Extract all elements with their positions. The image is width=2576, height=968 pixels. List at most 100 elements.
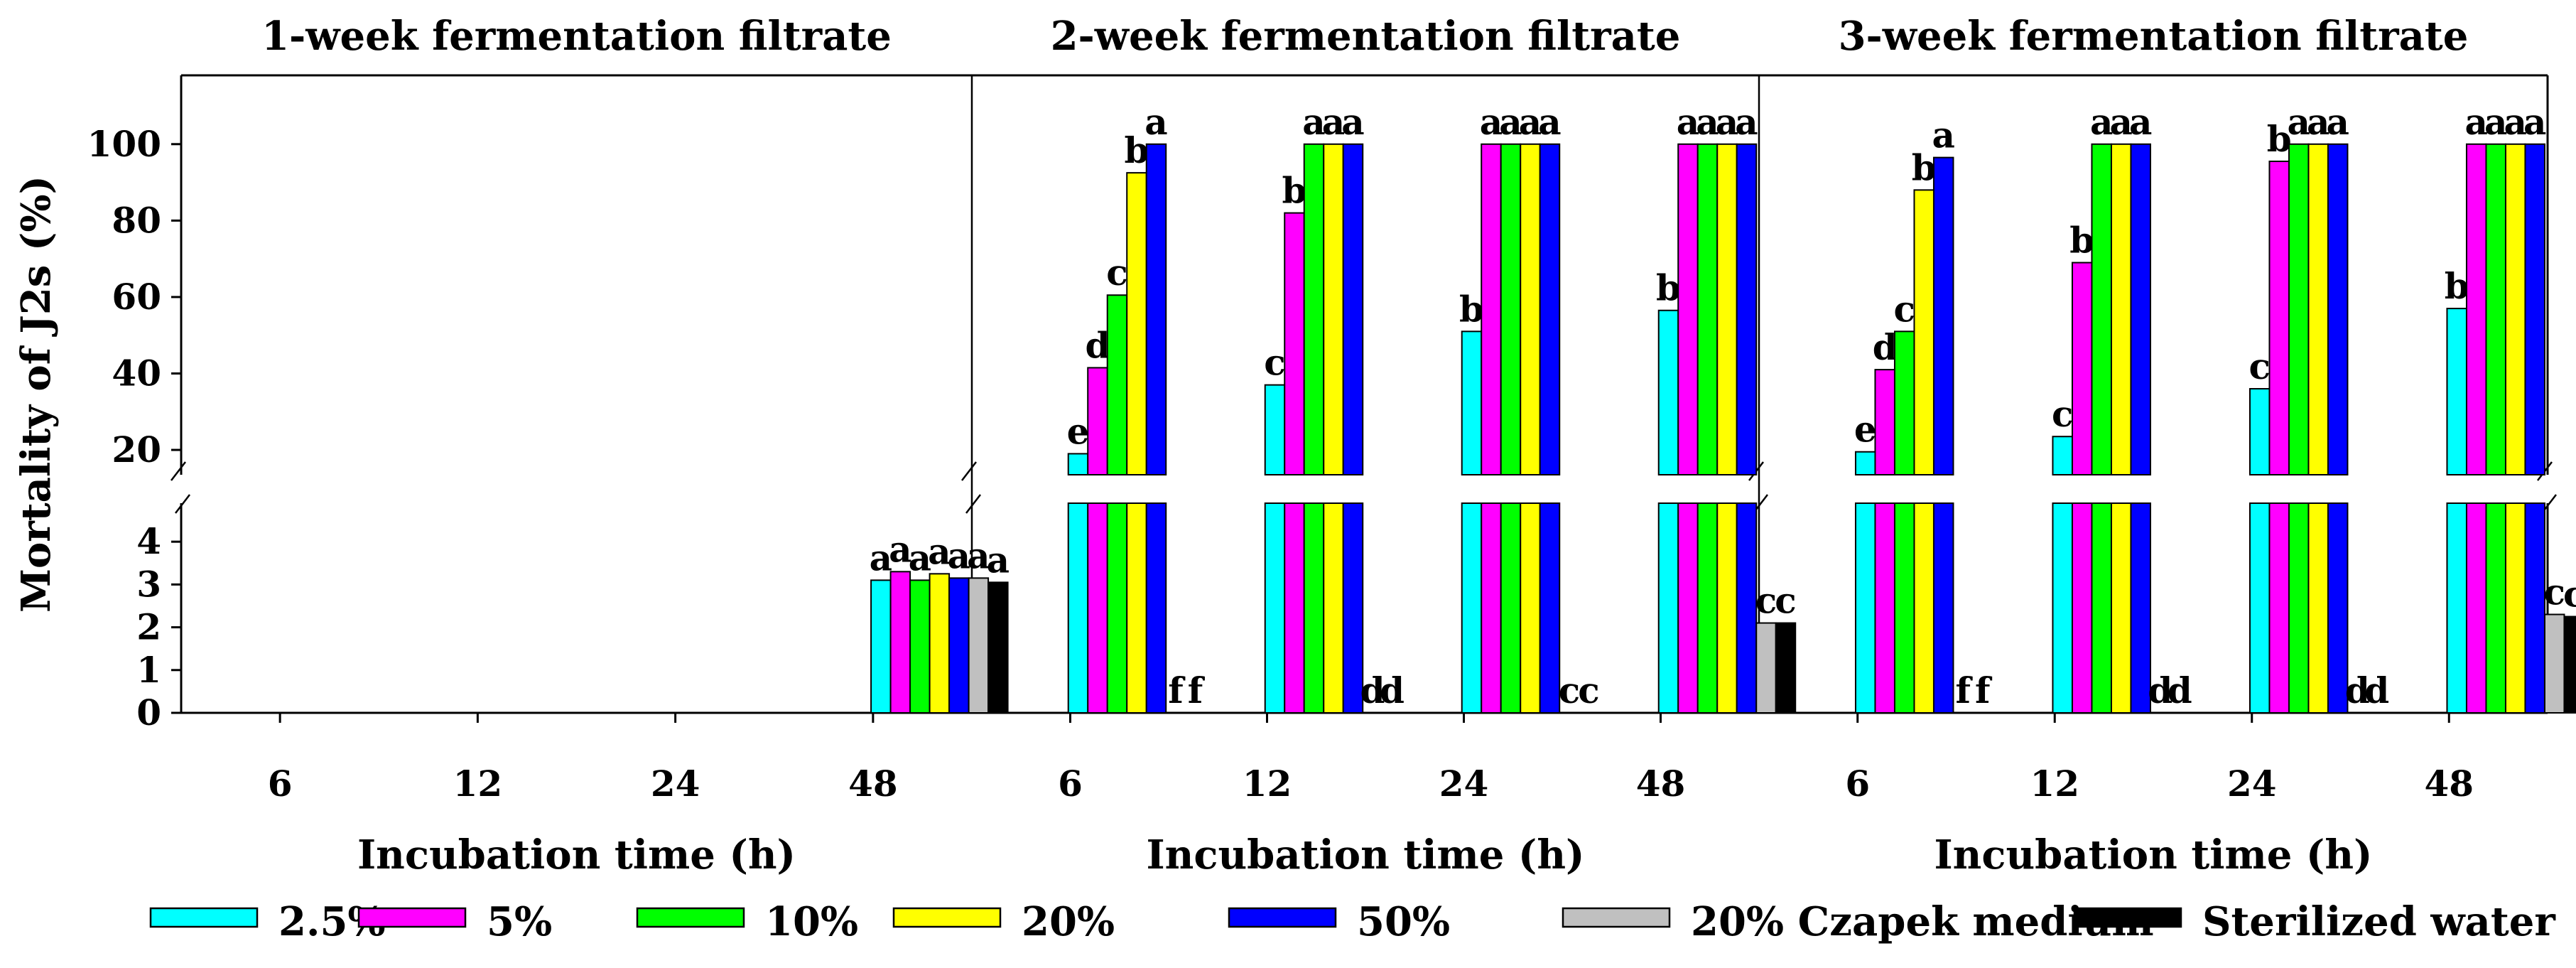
bar-lower-segment [2485,502,2506,714]
x-tick-label: 48 [848,763,898,805]
bar-lower-segment [1736,502,1758,714]
legend-label: 10% [765,898,858,945]
bar [889,571,911,714]
bar [2543,613,2565,714]
significance-label: a [1341,101,1364,143]
significance-label: f [1955,669,1973,711]
significance-label: c [1106,252,1127,294]
bar [2563,615,2576,714]
bar-lower-segment [2465,502,2487,714]
bar [1126,172,1147,475]
significance-label: d [2345,669,2370,711]
x-tick-label: 48 [1636,763,1686,805]
axis-break-left-lower [175,494,190,514]
bar [1874,369,1895,476]
significance-label: c [2563,574,2576,615]
legend-swatch [1562,907,1671,928]
legend-label: Sterilized water [2202,898,2556,945]
y-axis-label: Mortality of J2s (%) [13,176,60,613]
significance-label: b [2267,118,2292,160]
bar [2327,143,2349,475]
bar-lower-segment [1854,502,1876,714]
significance-label: d [2148,669,2172,711]
bar [1106,294,1128,475]
bar [1284,212,1305,475]
bar [1854,451,1876,475]
significance-label: a [1322,101,1345,143]
legend-label: 5% [487,898,552,945]
x-tick-label: 48 [2424,763,2474,805]
significance-label: b [1656,267,1681,309]
significance-label: c [1264,342,1285,384]
significance-label: e [1067,410,1090,452]
bar-lower-segment [1342,502,1364,714]
bar [1067,453,1089,476]
bar-lower-segment [1461,502,1483,714]
significance-label: a [2523,101,2546,143]
bar-lower-segment [2446,502,2467,714]
significance-label: a [1499,101,1522,143]
bar [2071,262,2093,475]
x-tick-label: 6 [268,763,293,805]
bar-lower-segment [1106,502,1128,714]
y-tick-label: 4 [136,520,161,562]
bar-lower-segment [2307,502,2329,714]
bar-lower-segment [1716,502,1738,714]
significance-label: a [1302,101,1325,143]
bar [870,579,892,714]
significance-label: d [1360,669,1385,711]
significance-label: a [2129,101,2152,143]
bar-lower-segment [1913,502,1934,714]
bar [2268,161,2290,475]
x-axis-label: Incubation time (h) [357,832,796,878]
bar [1500,143,1522,475]
bar-lower-segment [1874,502,1895,714]
bar-lower-segment [1323,502,1344,714]
bar [1145,143,1167,475]
significance-label: a [2327,101,2349,143]
significance-label: a [2465,101,2488,143]
significance-label: b [2445,265,2469,307]
legend-swatch [357,907,467,928]
bar-lower-segment [2288,502,2310,714]
x-axis-label: Incubation time (h) [1934,832,2372,878]
legend-swatch [892,907,1002,928]
bar-lower-segment [1500,502,1522,714]
legend-swatch [2073,907,2182,928]
bar [968,577,990,714]
bar-lower-segment [1893,502,1915,714]
bar-lower-segment [1539,502,1561,714]
bar [2091,143,2112,475]
bar [1539,143,1561,475]
significance-label: c [1578,669,1599,711]
bar-lower-segment [1145,502,1167,714]
significance-label: a [1480,101,1503,143]
significance-label: a [2288,101,2310,143]
bar [1696,143,1719,475]
bar [1716,143,1738,475]
bar-lower-segment [2248,502,2271,714]
panel-title: 3-week fermentation filtrate [1839,13,2469,60]
bar [1087,367,1108,475]
y-tick-label: 2 [136,606,161,648]
significance-label: e [1854,409,1877,451]
bar-lower-segment [2130,502,2151,714]
significance-label: a [870,537,892,579]
panel-title: 2-week fermentation filtrate [1051,13,1681,60]
significance-label: a [1144,101,1167,143]
significance-label: d [1873,326,1898,368]
significance-label: a [2090,101,2113,143]
significance-label: f [1188,669,1206,711]
legend-label: 20% [1022,898,1115,945]
bar-lower-segment [1520,502,1541,714]
significance-label: a [909,537,931,579]
x-tick-label: 24 [1439,763,1489,805]
bar [2465,143,2487,475]
bar-lower-segment [2504,502,2526,714]
bar [2485,143,2506,475]
significance-label: c [1755,580,1777,622]
significance-label: a [2110,101,2133,143]
significance-label: b [2069,220,2094,262]
